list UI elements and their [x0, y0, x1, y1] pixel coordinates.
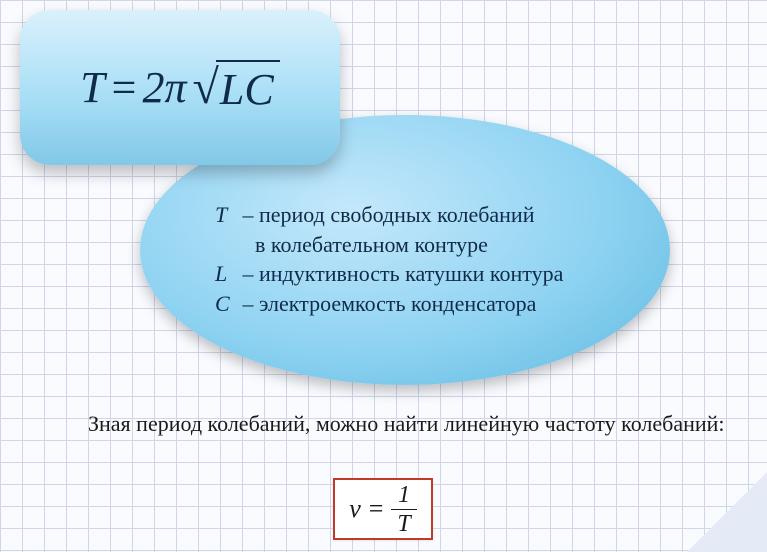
definition-T-cont: в колебательном контуре [215, 230, 635, 260]
frequency-formula: ν = 1 T [349, 483, 417, 536]
thomson-formula: T = 2π √ LC [80, 60, 279, 115]
def-dash: – [243, 291, 254, 316]
def-text-T: период свободных колебаний [259, 202, 534, 227]
def-text-L: индуктивность катушки контура [259, 261, 563, 286]
thomson-formula-card: T = 2π √ LC [20, 10, 340, 165]
def-text-T-cont: в колебательном контуре [255, 232, 488, 257]
def-var-C: C [215, 289, 237, 319]
def-text-C: электроемкость конденсатора [259, 291, 536, 316]
frequency-formula-box: ν = 1 T [333, 478, 433, 540]
sqrt-arg: LC [216, 60, 280, 115]
formula-lhs: T [80, 62, 104, 113]
def-dash: – [243, 261, 254, 286]
formula2-fraction: 1 T [391, 483, 416, 536]
sqrt-expression: √ LC [193, 60, 280, 115]
page-fold-corner [687, 472, 767, 552]
caption-text: Зная период колебаний, можно найти линей… [50, 410, 730, 439]
definition-T: T – период свободных колебаний [215, 200, 635, 230]
formula-eq: = [109, 62, 139, 113]
formula2-eq: = [369, 494, 384, 524]
definitions-block: T – период свободных колебаний в колебат… [215, 200, 635, 319]
def-var-T: T [215, 200, 237, 230]
formula-coeff: 2π [142, 62, 186, 113]
formula2-numerator: 1 [392, 483, 416, 509]
def-var-L: L [215, 259, 237, 289]
definition-L: L – индуктивность катушки контура [215, 259, 635, 289]
caption-content: Зная период колебаний, можно найти линей… [88, 411, 725, 436]
formula2-nu: ν [349, 494, 361, 524]
definition-C: C – электроемкость конденсатора [215, 289, 635, 319]
formula2-denominator: T [391, 509, 416, 536]
def-dash: – [243, 202, 254, 227]
